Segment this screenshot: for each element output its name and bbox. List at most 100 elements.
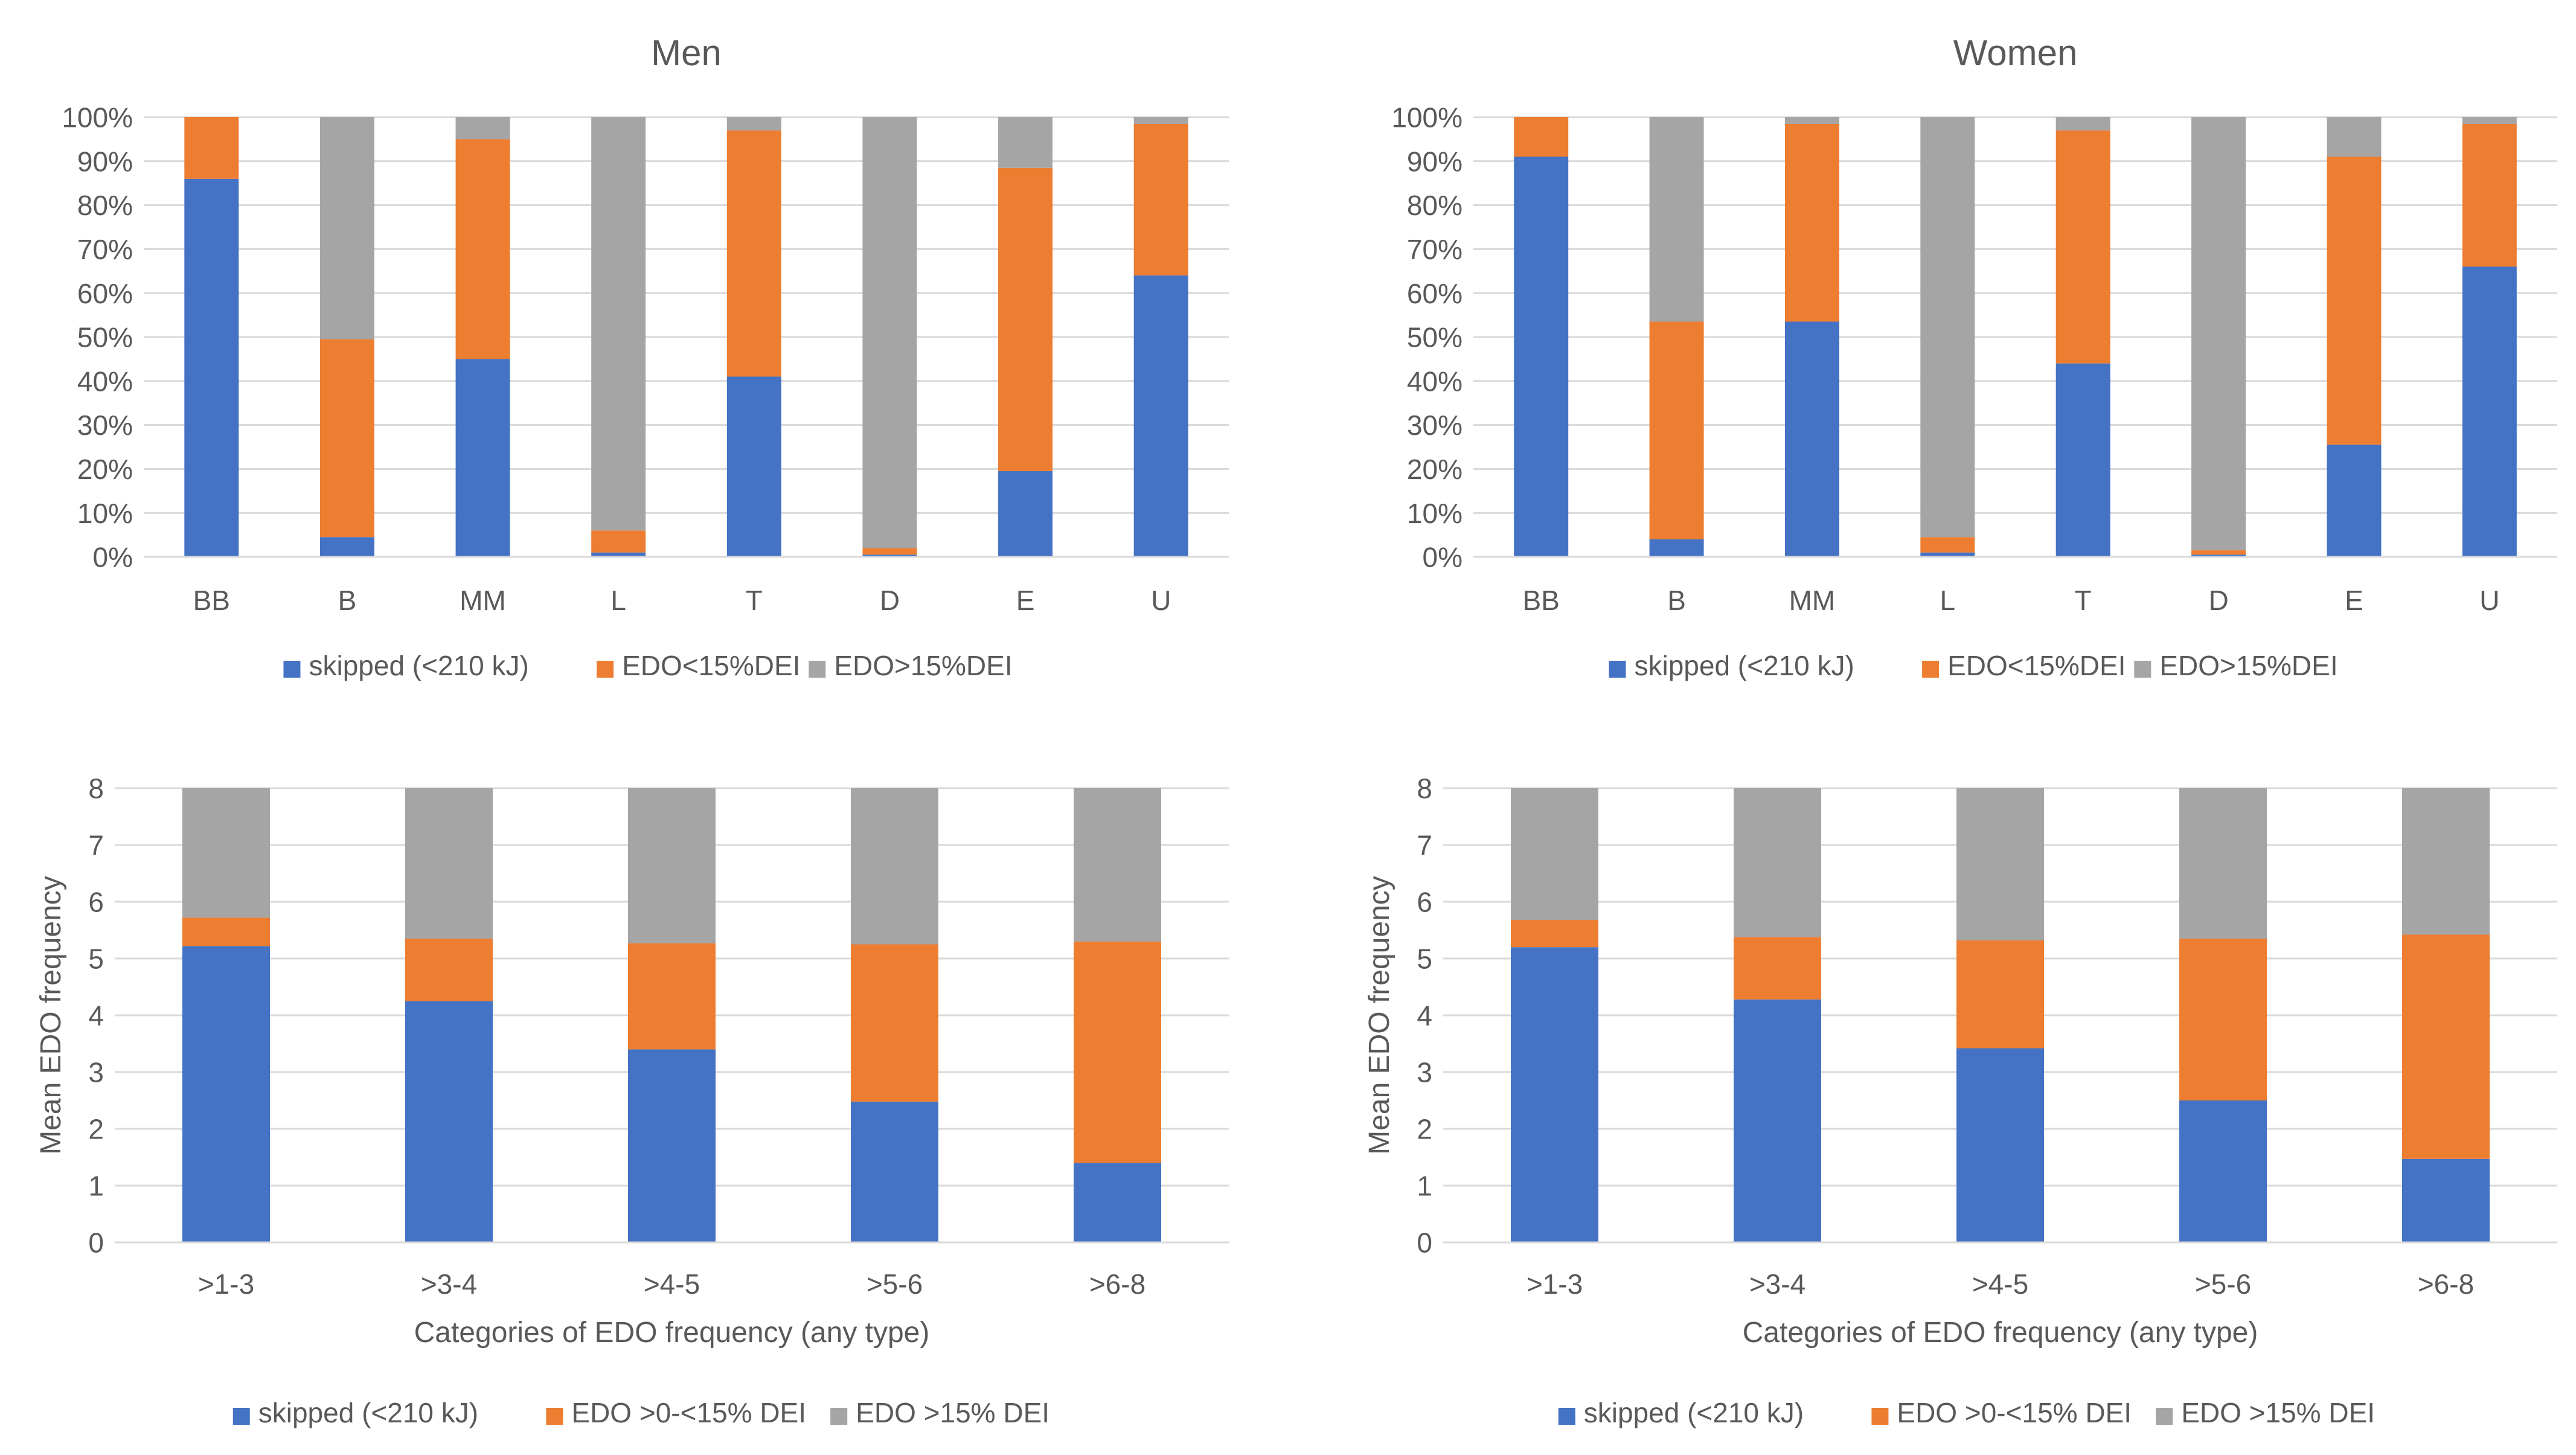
y-tick-label: 0% xyxy=(93,542,133,573)
legend-swatch-skipped xyxy=(1558,1408,1575,1425)
y-tick-label: 80% xyxy=(77,190,133,221)
bar-skipped-5 xyxy=(2402,1158,2490,1242)
x-tick-label: >4-5 xyxy=(644,1268,700,1300)
y-tick-label: 6 xyxy=(88,887,104,918)
x-tick-label: T xyxy=(746,585,763,616)
legend-label: EDO >15% DEI xyxy=(856,1397,1049,1428)
legend-label: EDO >0-<15% DEI xyxy=(1897,1397,2132,1428)
x-tick-label: U xyxy=(2479,585,2499,616)
y-tick-label: 8 xyxy=(88,773,104,805)
x-tick-label: >1-3 xyxy=(198,1268,254,1300)
legend-label: EDO>15%DEI xyxy=(834,650,1012,681)
y-tick-label: 1 xyxy=(1417,1171,1432,1202)
bar-high-5 xyxy=(2055,117,2110,130)
legend: skipped (<210 kJ) EDO >0-<15% DEI EDO >15%… xyxy=(232,1397,1049,1428)
bar-high-7 xyxy=(2327,117,2382,157)
bar-low-4 xyxy=(2179,939,2267,1100)
bar-high-4 xyxy=(851,788,938,945)
bar-skipped-1 xyxy=(184,178,239,557)
y-tick-label: 70% xyxy=(1407,234,1463,265)
legend-swatch-skipped xyxy=(232,1408,250,1425)
bar-high-2 xyxy=(405,788,493,939)
y-tick-label: 6 xyxy=(1417,887,1432,918)
y-tick-label: 50% xyxy=(1407,322,1463,353)
y-tick-label: 50% xyxy=(77,322,133,353)
y-tick-label: 10% xyxy=(77,498,133,529)
y-tick-label: 2 xyxy=(88,1114,104,1145)
y-tick-label: 100% xyxy=(1391,102,1463,133)
bar-low-1 xyxy=(1514,117,1569,157)
y-tick-label: 3 xyxy=(88,1057,104,1088)
legend-swatch-high xyxy=(809,661,826,678)
legend: skipped (<210 kJ) EDO<15%DEI EDO>15%DEI xyxy=(283,650,1013,681)
bar-low-5 xyxy=(2055,130,2110,364)
chart-title: Women xyxy=(1953,33,2078,73)
bar-low-6 xyxy=(2191,550,2246,555)
legend-label: skipped (<210 kJ) xyxy=(258,1397,478,1428)
legend-swatch-skipped xyxy=(283,661,301,678)
bar-low-7 xyxy=(998,167,1053,472)
x-tick-label: T xyxy=(2075,585,2092,616)
bar-high-6 xyxy=(2191,117,2246,551)
y-tick-label: 80% xyxy=(1407,190,1463,221)
bar-high-5 xyxy=(1074,788,1161,942)
x-tick-label: MM xyxy=(460,585,506,616)
x-tick-label: MM xyxy=(1789,585,1836,616)
y-tick-label: 100% xyxy=(62,102,133,133)
legend: skipped (<210 kJ) EDO<15%DEI EDO>15%DEI xyxy=(1609,650,2338,681)
bar-high-5 xyxy=(2402,788,2490,935)
legend-swatch-low xyxy=(597,661,614,678)
y-tick-label: 60% xyxy=(1407,278,1463,309)
bar-high-4 xyxy=(591,117,646,531)
bar-low-3 xyxy=(1956,940,2044,1049)
bar-skipped-4 xyxy=(2179,1100,2267,1242)
bar-high-3 xyxy=(1956,788,2044,940)
y-tick-label: 3 xyxy=(1417,1057,1432,1088)
x-tick-label: E xyxy=(2345,585,2363,616)
legend-label: EDO>15%DEI xyxy=(2159,650,2337,681)
x-tick-label: >5-6 xyxy=(2195,1268,2251,1300)
bar-low-5 xyxy=(1074,941,1161,1163)
y-tick-label: 2 xyxy=(1417,1114,1432,1145)
bar-high-5 xyxy=(726,117,781,130)
bar-skipped-5 xyxy=(726,376,781,557)
bar-low-3 xyxy=(628,943,716,1050)
y-tick-label: 4 xyxy=(1417,1000,1432,1032)
y-tick-label: 30% xyxy=(1407,410,1463,441)
x-tick-label: >3-4 xyxy=(1749,1268,1805,1300)
legend-label: EDO<15%DEI xyxy=(1947,650,2126,681)
x-tick-label: D xyxy=(880,585,900,616)
y-axis-title: Mean EDO frequency xyxy=(1363,876,1395,1155)
bar-high-3 xyxy=(628,788,716,943)
bar-low-2 xyxy=(319,339,374,538)
bar-high-1 xyxy=(1511,788,1598,920)
bar-skipped-2 xyxy=(405,1001,493,1242)
x-tick-label: E xyxy=(1016,585,1035,616)
legend-label: skipped (<210 kJ) xyxy=(309,650,528,681)
bar-low-3 xyxy=(455,139,510,359)
legend-swatch-low xyxy=(546,1408,563,1425)
chart-title: Men xyxy=(651,33,722,73)
x-tick-label: BB xyxy=(193,585,230,616)
x-tick-label: U xyxy=(1151,585,1171,616)
bar-low-8 xyxy=(1133,123,1188,276)
legend-label: skipped (<210 kJ) xyxy=(1634,650,1854,681)
bar-low-4 xyxy=(851,944,938,1102)
x-tick-label: >6-8 xyxy=(1089,1268,1145,1300)
bar-low-4 xyxy=(591,530,646,553)
y-tick-label: 7 xyxy=(1417,830,1432,861)
y-tick-label: 0% xyxy=(1423,542,1463,573)
y-tick-label: 90% xyxy=(1407,146,1463,177)
bar-low-6 xyxy=(862,548,917,555)
bar-low-2 xyxy=(1734,937,1821,1000)
bar-skipped-5 xyxy=(1074,1163,1161,1242)
x-axis-title: Categories of EDO frequency (any type) xyxy=(1743,1317,2258,1349)
bar-skipped-5 xyxy=(2055,363,2110,557)
x-tick-label: B xyxy=(1667,585,1686,616)
x-tick-label: BB xyxy=(1523,585,1560,616)
bar-skipped-2 xyxy=(1649,539,1704,557)
bar-skipped-3 xyxy=(455,359,510,557)
bar-skipped-3 xyxy=(1956,1048,2044,1242)
